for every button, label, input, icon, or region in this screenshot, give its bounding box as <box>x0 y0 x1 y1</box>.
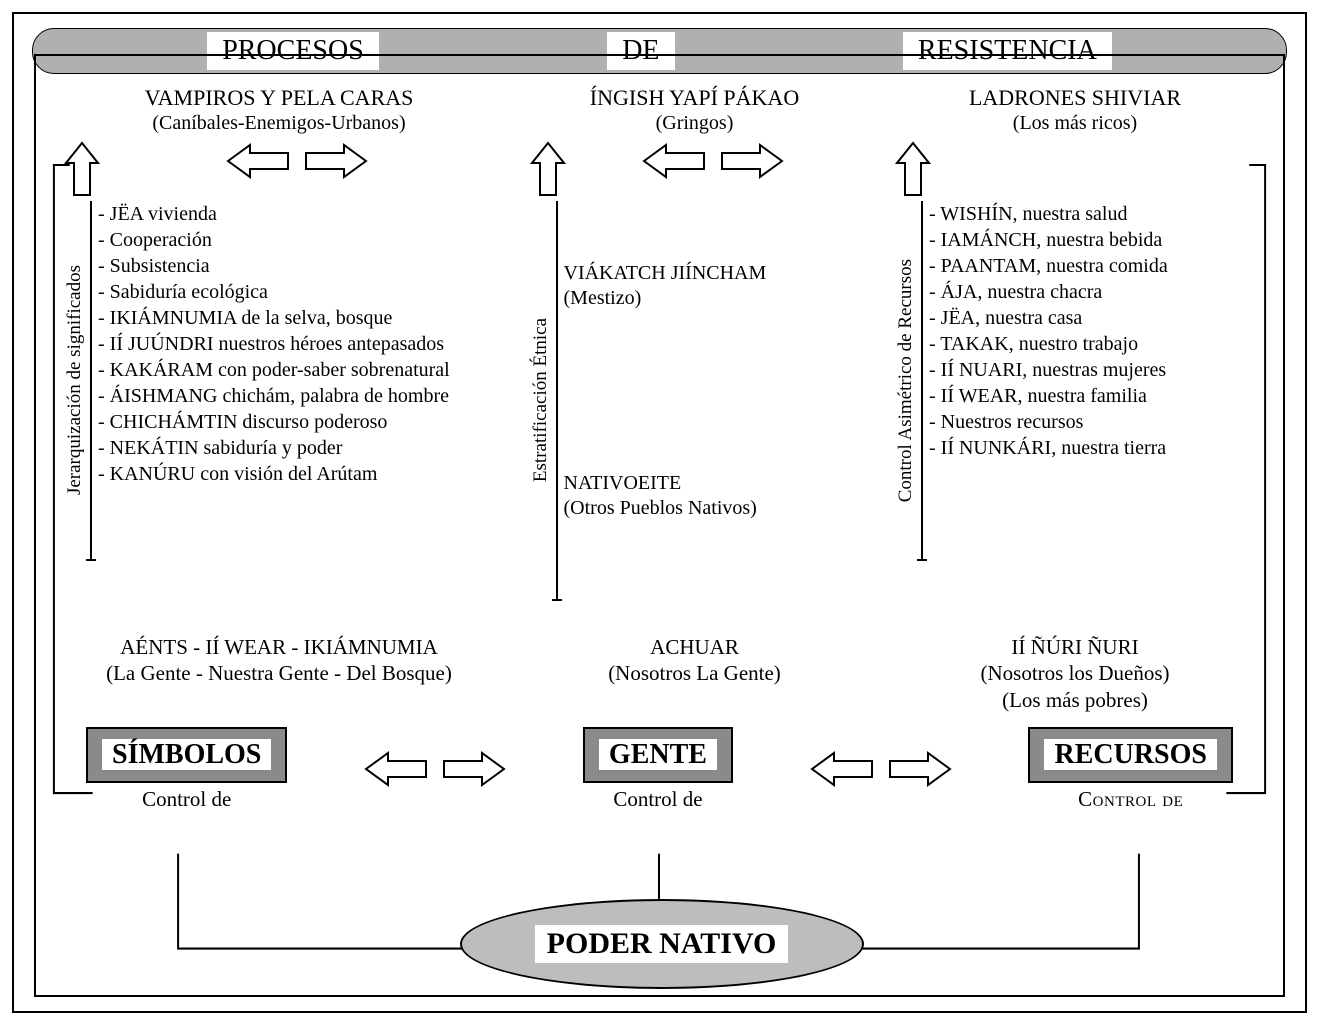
axis-label-recursos: Control Asimétrico de Recursos <box>895 255 917 506</box>
list-item: - IÍ WEAR, nuestra familia <box>929 383 1255 409</box>
control-label-simbolos: Control de <box>142 787 231 812</box>
pill-gente-wrap: GENTE Control de <box>583 727 733 812</box>
list-item: - CHICHÁMTIN discurso poderoso <box>98 409 494 435</box>
col2-top-sub: (Gringos) <box>656 112 734 135</box>
list-item: - JËA, nuestra casa <box>929 305 1255 331</box>
list-item: - WISHÍN, nuestra salud <box>929 201 1255 227</box>
list-item: - IAMÁNCH, nuestra bebida <box>929 227 1255 253</box>
col1-bottom-title: AÉNTS - IÍ WEAR - IKIÁMNUMIA <box>64 634 494 660</box>
arrow-up-icon <box>895 141 931 199</box>
arrow-right-icon <box>440 749 506 789</box>
col2-bottom: ACHUAR (Nosotros La Gente) <box>530 634 860 713</box>
pill-gente: GENTE <box>583 727 733 783</box>
col2-bottom-sub: (Nosotros La Gente) <box>530 660 860 686</box>
arrow-left-icon <box>642 141 708 181</box>
list-item: - Cooperación <box>98 227 494 253</box>
axis-etnica: Estratificación Étnica <box>530 201 558 601</box>
axis-label-significados: Jerarquización de significados <box>64 261 86 499</box>
col3-top-title: LADRONES SHIVIAR <box>969 84 1181 112</box>
bidir-arrows <box>364 749 506 789</box>
arrow-up-icon <box>64 141 100 199</box>
control-label-gente: Control de <box>613 787 702 812</box>
list-item: - Sabiduría ecológica <box>98 279 494 305</box>
arrow-left-icon <box>810 749 876 789</box>
list-item: - TAKAK, nuestro trabajo <box>929 331 1255 357</box>
pill-recursos-label: RECURSOS <box>1044 739 1216 770</box>
mid2-title: NATIVOEITE <box>564 471 860 496</box>
list-item: - JËA vivienda <box>98 201 494 227</box>
pill-gente-label: GENTE <box>599 739 717 770</box>
poder-nativo-label: PODER NATIVO <box>535 925 789 963</box>
axis-label-etnica: Estratificación Étnica <box>530 314 552 486</box>
arrow-right-icon <box>302 141 368 181</box>
axis-significados: Jerarquización de significados <box>64 201 92 561</box>
col1-bottom-sub: (La Gente - Nuestra Gente - Del Bosque) <box>64 660 494 686</box>
col3-bottom-sub1: (Nosotros los Dueños) <box>895 660 1255 686</box>
list-item: - ÁJA, nuestra chacra <box>929 279 1255 305</box>
list-item: - ÁISHMANG chichám, palabra de hombre <box>98 383 494 409</box>
inner-frame: VAMPIROS Y PELA CARAS (Caníbales-Enemigo… <box>34 54 1285 997</box>
col2-bottom-title: ACHUAR <box>530 634 860 660</box>
ethnic-strata: VIÁKATCH JIÍNCHAM (Mestizo) NATIVOEITE (… <box>564 201 860 601</box>
col3-bottom-title: IÍ ÑÚRI ÑURI <box>895 634 1255 660</box>
bidir-arrows <box>566 141 860 181</box>
col1-top-title: VAMPIROS Y PELA CARAS <box>145 84 414 112</box>
list-recursos: - WISHÍN, nuestra salud- IAMÁNCH, nuestr… <box>929 201 1255 561</box>
column-recursos: LADRONES SHIVIAR (Los más ricos) Control… <box>895 84 1255 624</box>
col3-bottom-sub2: (Los más pobres) <box>895 687 1255 713</box>
arrow-up-icon <box>530 141 566 199</box>
bidir-arrows <box>100 141 494 181</box>
column-simbolos: VAMPIROS Y PELA CARAS (Caníbales-Enemigo… <box>64 84 494 624</box>
col3-top-sub: (Los más ricos) <box>1013 112 1137 135</box>
list-item: - Nuestros recursos <box>929 409 1255 435</box>
list-item: - IÍ NUARI, nuestras mujeres <box>929 357 1255 383</box>
list-item: - IÍ JUÚNDRI nuestros héroes antepasados <box>98 331 494 357</box>
arrow-left-icon <box>364 749 430 789</box>
poder-nativo-ellipse: PODER NATIVO <box>460 899 864 989</box>
arrow-right-icon <box>718 141 784 181</box>
list-item: - Subsistencia <box>98 253 494 279</box>
column-gente: ÍNGISH YAPÍ PÁKAO (Gringos) Estratificac… <box>530 84 860 624</box>
mid2-sub: (Otros Pueblos Nativos) <box>564 496 860 521</box>
list-significados: - JËA vivienda- Cooperación- Subsistenci… <box>98 201 494 561</box>
control-label-recursos: Control de <box>1078 787 1183 812</box>
pill-recursos: RECURSOS <box>1028 727 1232 783</box>
mid1-title: VIÁKATCH JIÍNCHAM <box>564 261 860 286</box>
pill-recursos-wrap: RECURSOS Control de <box>1028 727 1232 812</box>
arrow-left-icon <box>226 141 292 181</box>
list-item: - IKIÁMNUMIA de la selva, bosque <box>98 305 494 331</box>
pill-simbolos-label: SÍMBOLOS <box>102 739 271 770</box>
poder-nativo-wrap: PODER NATIVO <box>460 899 860 989</box>
pill-simbolos-wrap: SÍMBOLOS Control de <box>86 727 287 812</box>
mid1-sub: (Mestizo) <box>564 286 860 311</box>
list-item: - NEKÁTIN sabiduría y poder <box>98 435 494 461</box>
arrow-right-icon <box>886 749 952 789</box>
bidir-arrows <box>810 749 952 789</box>
list-item: - IÍ NUNKÁRI, nuestra tierra <box>929 435 1255 461</box>
pill-simbolos: SÍMBOLOS <box>86 727 287 783</box>
axis-recursos: Control Asimétrico de Recursos <box>895 201 923 561</box>
col3-bottom: IÍ ÑÚRI ÑURI (Nosotros los Dueños) (Los … <box>895 634 1255 713</box>
col1-top-sub: (Caníbales-Enemigos-Urbanos) <box>152 112 405 135</box>
col2-top-title: ÍNGISH YAPÍ PÁKAO <box>590 84 799 112</box>
list-item: - PAANTAM, nuestra comida <box>929 253 1255 279</box>
outer-frame: PROCESOS DE RESISTENCIA VAMPIROS Y PELA … <box>12 12 1307 1013</box>
col1-bottom: AÉNTS - IÍ WEAR - IKIÁMNUMIA (La Gente -… <box>64 634 494 713</box>
list-item: - KANÚRU con visión del Arútam <box>98 461 494 487</box>
list-item: - KAKÁRAM con poder-saber sobrenatural <box>98 357 494 383</box>
